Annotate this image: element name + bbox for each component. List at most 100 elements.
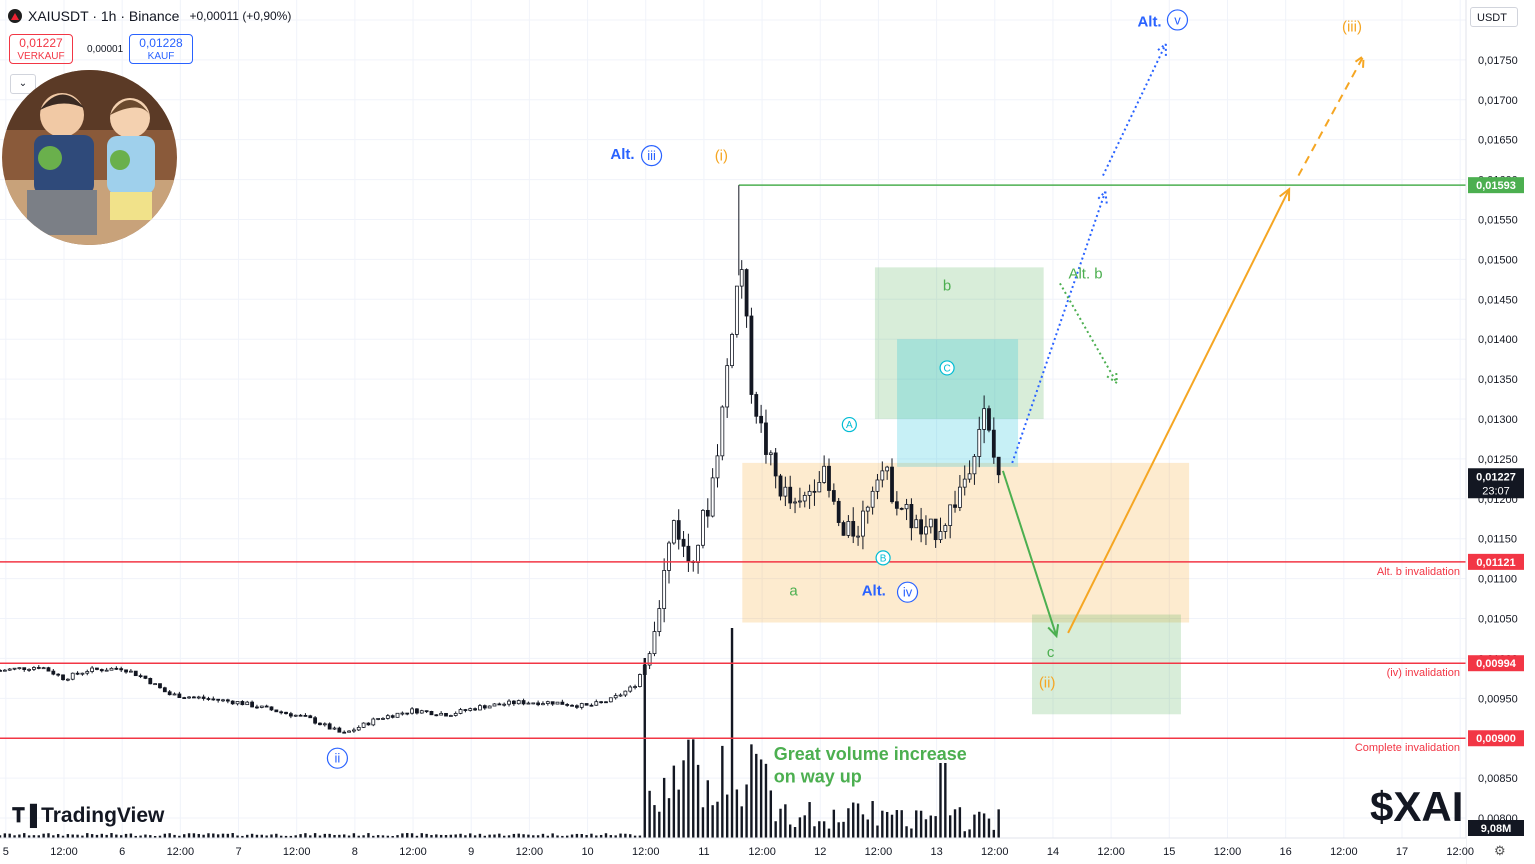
candle-body	[759, 415, 764, 424]
volume-bar	[721, 745, 724, 838]
candle-body	[298, 714, 303, 717]
volume-bar	[701, 807, 705, 838]
level-note: (iv) invalidation	[1387, 667, 1460, 679]
settings-gear-icon[interactable]: ⚙	[1494, 843, 1506, 858]
candle-body	[730, 334, 734, 367]
sell-button[interactable]: 0,01227 VERKAUF	[9, 34, 73, 64]
candle-body	[972, 456, 977, 475]
candle-body	[366, 722, 371, 726]
volume-bar	[338, 834, 341, 838]
candle-body	[739, 269, 744, 287]
x-tick-label: 11	[698, 846, 709, 858]
candle-body	[56, 673, 61, 676]
level-price-label: 0,00900	[1476, 733, 1516, 745]
volume-bar	[595, 835, 598, 838]
candle-body	[303, 714, 308, 717]
candle-body	[351, 729, 356, 732]
volume-bar	[813, 826, 816, 838]
projection-line	[1067, 188, 1291, 634]
volume-bar	[711, 805, 714, 838]
candle-body	[749, 315, 754, 395]
symbol-header[interactable]: XAIUSDT · 1h · Binance +0,00011 (+0,90%)	[8, 8, 291, 24]
volume-bar	[221, 833, 225, 838]
candle-body	[225, 699, 230, 702]
volume-bar	[401, 833, 404, 838]
currency-selector[interactable]: USDT	[1470, 7, 1518, 27]
volume-bar	[764, 763, 768, 838]
wave-label-circle	[640, 145, 663, 167]
volume-bar	[987, 818, 991, 838]
volume-bar	[498, 833, 501, 838]
volume-bar	[37, 835, 40, 838]
volume-bar	[81, 835, 84, 838]
volume-bar	[289, 835, 293, 838]
candle-body	[230, 700, 235, 705]
candle-body	[255, 706, 259, 709]
volume-bar	[919, 810, 923, 838]
candle-body	[448, 715, 453, 717]
candle-body	[618, 694, 623, 697]
volume-bar	[604, 833, 608, 838]
collapse-chevron-icon[interactable]: ⌄	[10, 74, 36, 94]
candle-body	[458, 709, 463, 714]
candle-body	[250, 701, 254, 708]
volume-bar	[163, 833, 167, 838]
buy-button[interactable]: 0,01228 KAUF	[129, 34, 193, 64]
volume-bar	[231, 833, 234, 838]
y-tick-label: 0,00850	[1478, 773, 1518, 785]
volume-bar	[847, 808, 850, 838]
candle-body	[153, 683, 158, 686]
candle-body	[604, 701, 608, 704]
candle-body	[647, 653, 652, 666]
volume-bar	[837, 822, 840, 838]
candle-body	[284, 711, 288, 715]
volume-bar	[469, 833, 472, 838]
candle-body	[812, 490, 817, 493]
candle-body	[633, 686, 637, 688]
volume-bar	[692, 739, 695, 838]
y-tick-label: 0,01550	[1478, 214, 1518, 226]
candle-body	[36, 667, 41, 669]
volume-bar	[629, 834, 632, 838]
volume-bar	[100, 833, 104, 838]
candle-body	[909, 504, 914, 529]
volume-bar	[706, 780, 709, 838]
candle-body	[46, 667, 51, 672]
y-tick-label: 0,01500	[1478, 254, 1518, 266]
volume-bar	[71, 834, 74, 838]
volume-bar	[750, 744, 753, 838]
candle-body	[550, 701, 555, 705]
volume-bar	[47, 833, 50, 838]
volume-bar	[590, 833, 593, 838]
volume-bar	[890, 814, 894, 838]
y-tick-label: 0,01050	[1478, 614, 1518, 626]
candle-body	[996, 456, 1001, 476]
level-price-tag	[1468, 730, 1524, 747]
x-tick-label: 12:00	[283, 846, 311, 858]
wave-label: c	[1047, 644, 1055, 661]
level-price-label: 0,01121	[1476, 557, 1515, 569]
volume-bar	[396, 835, 399, 838]
candle-body	[671, 520, 676, 544]
candle-body	[919, 519, 923, 535]
candle-body	[192, 696, 196, 699]
candle-body	[99, 669, 104, 672]
candle-body	[17, 667, 22, 670]
candle-body	[497, 703, 502, 706]
volume-bar	[459, 833, 462, 838]
candle-body	[875, 479, 880, 492]
candle-body	[696, 544, 700, 563]
x-tick-label: 12:00	[1330, 846, 1358, 858]
volume-bar	[454, 834, 457, 838]
candle-body	[681, 538, 686, 547]
candle-body	[453, 713, 458, 716]
volume-bar	[13, 835, 16, 838]
candle-body	[904, 504, 909, 510]
candle-body	[943, 525, 948, 532]
candle-body	[565, 704, 570, 706]
candle-body	[332, 727, 337, 730]
candle-body	[196, 696, 201, 699]
volume-bar	[265, 835, 268, 838]
volume-bar	[895, 810, 899, 838]
